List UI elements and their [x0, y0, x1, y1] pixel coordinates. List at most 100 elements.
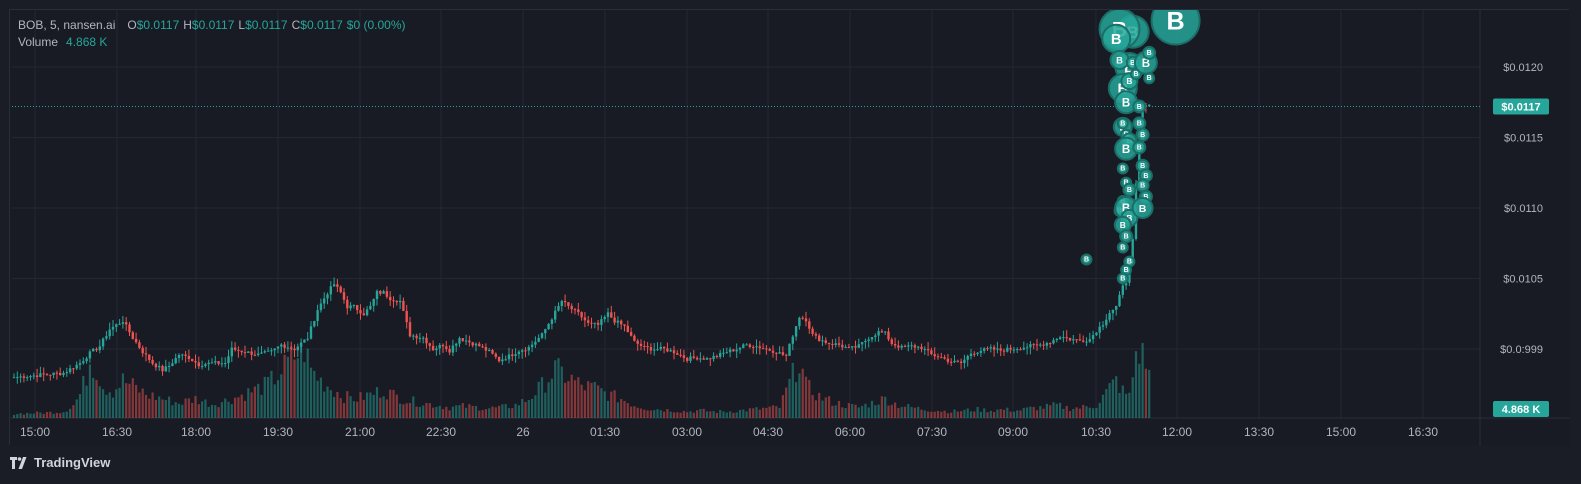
- candle-body: [643, 345, 646, 347]
- buy-bubble: [1116, 162, 1129, 175]
- volume-bar: [725, 412, 728, 418]
- volume-bar: [890, 404, 893, 418]
- candle-body: [151, 359, 154, 364]
- volume-bar: [534, 395, 537, 418]
- candle-body: [616, 320, 620, 323]
- candle-body: [851, 346, 854, 348]
- volume-bar: [435, 407, 438, 418]
- candle-body: [583, 317, 587, 321]
- candle-body: [788, 343, 791, 356]
- candle-body: [395, 300, 398, 303]
- volume-bar: [1098, 402, 1101, 418]
- volume-bar: [894, 402, 897, 418]
- volume-bar: [455, 405, 458, 418]
- volume-bar: [692, 412, 695, 418]
- candle-body: [121, 322, 125, 324]
- candle-body: [1111, 309, 1115, 314]
- volume-bar: [115, 389, 118, 418]
- buy-bubble-label: B: [1166, 10, 1184, 36]
- candle-body: [412, 335, 415, 337]
- candle-body: [230, 347, 233, 357]
- candle-body: [1124, 282, 1128, 286]
- volume-bar: [333, 396, 336, 418]
- volume-bar: [966, 408, 969, 418]
- candle-body: [45, 374, 49, 376]
- candle-body: [171, 363, 174, 367]
- candle-body: [983, 348, 986, 351]
- x-tick-label: 07:30: [917, 425, 947, 439]
- volume-bar: [300, 343, 303, 418]
- volume-bar: [537, 381, 540, 418]
- candle-body: [98, 346, 101, 351]
- tradingview-brand[interactable]: TradingView: [10, 455, 110, 470]
- candle-body: [992, 347, 996, 350]
- candle-body: [481, 346, 484, 348]
- candle-body: [686, 357, 689, 361]
- volume-bar: [432, 407, 435, 418]
- symbol-label[interactable]: BOB, 5, nansen.ai: [18, 18, 116, 32]
- volume-bar: [346, 391, 349, 418]
- volume-value: 4.868 K: [66, 35, 108, 49]
- buy-bubble-label: B: [1140, 183, 1145, 190]
- volume-bar: [781, 395, 784, 418]
- candle-body: [144, 353, 148, 355]
- candle-body: [1006, 347, 1009, 352]
- candle-body: [880, 331, 884, 333]
- candle-body: [227, 356, 230, 364]
- candle-body: [933, 354, 936, 357]
- candle-body: [854, 346, 857, 348]
- volume-bar: [676, 412, 679, 418]
- volume-bar: [857, 407, 860, 418]
- buy-bubble-label: B: [1143, 194, 1148, 201]
- candle-body: [187, 355, 191, 359]
- candle-body: [402, 300, 405, 311]
- volume-bar: [382, 396, 385, 418]
- chart-panel[interactable]: 15:00 16:30 18:00 19:30 21:00 22:30 26 01:30 03:…: [9, 9, 1570, 446]
- volume-bar: [141, 388, 144, 418]
- candle-body: [600, 319, 603, 325]
- volume-bar: [831, 405, 834, 418]
- volume-bar: [458, 405, 461, 418]
- volume-bar: [524, 402, 527, 418]
- candle-body: [1115, 305, 1118, 310]
- candle-body: [593, 322, 596, 324]
- candle-body: [837, 343, 841, 345]
- candle-body: [771, 350, 775, 353]
- candle-body: [389, 296, 392, 301]
- volume-bar: [405, 403, 408, 418]
- candle-body: [336, 284, 339, 287]
- candle-body: [418, 337, 422, 339]
- volume-bar: [250, 392, 253, 418]
- buy-bubble-label: B: [1137, 145, 1142, 152]
- volume-bar: [125, 383, 128, 418]
- volume-bar: [755, 407, 758, 418]
- volume-bar: [804, 376, 808, 418]
- volume-bar: [986, 412, 989, 418]
- last-price-badge: [1493, 98, 1549, 115]
- buy-bubble: [1116, 241, 1129, 254]
- candle-body: [702, 358, 705, 360]
- volume-bar: [461, 403, 464, 418]
- volume-bar: [471, 405, 474, 418]
- candle-body: [577, 309, 580, 313]
- candle-body: [712, 355, 715, 360]
- candle-body: [804, 318, 808, 322]
- candle-body: [299, 342, 303, 347]
- volume-bar: [729, 411, 732, 418]
- candle-body: [82, 361, 85, 364]
- candle-body: [907, 345, 910, 347]
- candle-body: [821, 340, 824, 342]
- volume-bar: [441, 409, 445, 418]
- volume-label[interactable]: Volume: [18, 35, 59, 49]
- candle-body: [768, 348, 771, 351]
- volume-bar: [425, 402, 428, 418]
- volume-bar: [474, 405, 478, 418]
- volume-bar: [798, 373, 801, 418]
- price-chart[interactable]: 15:00 16:30 18:00 19:30 21:00 22:30 26 01:30 03:…: [10, 10, 1570, 446]
- volume-bar: [507, 408, 511, 418]
- buy-bubble-label: B: [1133, 71, 1138, 78]
- volume-bar: [887, 405, 890, 418]
- candle-body: [537, 337, 540, 342]
- candle-body: [448, 349, 451, 353]
- volume-bar: [62, 412, 65, 418]
